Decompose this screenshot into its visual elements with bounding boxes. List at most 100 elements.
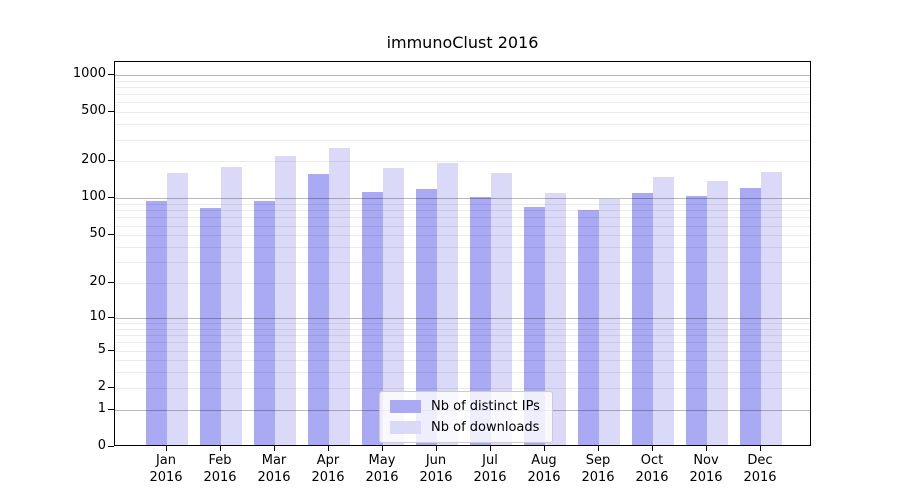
- y-tick-label: 20: [89, 274, 106, 289]
- minor-gridline: [115, 81, 810, 82]
- legend: Nb of distinct IPs Nb of downloads: [379, 391, 553, 443]
- minor-gridline: [115, 112, 810, 113]
- x-tick-label: Dec 2016: [720, 452, 800, 486]
- x-tick-label: Sep 2016: [558, 452, 638, 486]
- x-tick-mark: [220, 446, 221, 451]
- y-tick-label: 0: [97, 438, 106, 453]
- x-tick-year: 2016: [365, 470, 399, 485]
- x-tick-label: Mar 2016: [234, 452, 314, 486]
- y-tick-label: 5: [97, 342, 106, 357]
- x-tick-year: 2016: [149, 470, 183, 485]
- bar-distinct-ips-aug: [523, 207, 545, 445]
- y-tick-mark: [108, 160, 114, 161]
- minor-gridline: [115, 235, 810, 236]
- x-tick-label: Aug 2016: [504, 452, 584, 486]
- x-tick-label: Jun 2016: [396, 452, 476, 486]
- x-tick-label: May 2016: [342, 452, 422, 486]
- y-tick-mark: [108, 350, 114, 351]
- x-tick-month: Jun: [425, 453, 447, 468]
- minor-gridline: [115, 247, 810, 248]
- x-tick-label: Feb 2016: [180, 452, 260, 486]
- legend-label-downloads: Nb of downloads: [431, 420, 540, 435]
- y-tick-label: 2: [97, 379, 106, 394]
- x-tick-mark: [328, 446, 329, 451]
- legend-row-distinct-ips: Nb of distinct IPs: [390, 399, 540, 414]
- legend-swatch-downloads: [390, 421, 421, 434]
- chart-title: immunoClust 2016: [386, 33, 539, 52]
- bar-downloads-oct: [652, 177, 674, 445]
- y-tick-mark: [108, 409, 114, 410]
- x-tick-year: 2016: [743, 470, 777, 485]
- legend-label-distinct-ips: Nb of distinct IPs: [431, 399, 540, 414]
- bar-distinct-ips-apr: [307, 174, 329, 445]
- bar-distinct-ips-oct: [631, 193, 653, 445]
- bar-downloads-apr: [328, 148, 350, 445]
- y-tick-mark: [108, 197, 114, 198]
- minor-gridline: [115, 217, 810, 218]
- bar-downloads-aug: [544, 193, 566, 445]
- minor-gridline: [115, 161, 810, 162]
- y-tick-mark: [108, 446, 114, 447]
- x-tick-year: 2016: [581, 470, 615, 485]
- x-tick-year: 2016: [527, 470, 561, 485]
- x-tick-label: Jan 2016: [126, 452, 206, 486]
- x-tick-month: Nov: [693, 453, 719, 468]
- minor-gridline: [115, 262, 810, 263]
- bar-downloads-jan: [166, 173, 188, 445]
- y-tick-mark: [108, 387, 114, 388]
- x-tick-label: Jul 2016: [450, 452, 530, 486]
- x-tick-mark: [652, 446, 653, 451]
- minor-gridline: [115, 283, 810, 284]
- major-gridline: [115, 198, 810, 199]
- minor-gridline: [115, 372, 810, 373]
- x-tick-mark: [490, 446, 491, 451]
- bar-distinct-ips-jan: [145, 200, 167, 445]
- x-tick-month: Jan: [155, 453, 177, 468]
- x-tick-month: Oct: [640, 453, 664, 468]
- minor-gridline: [115, 388, 810, 389]
- x-tick-mark: [760, 446, 761, 451]
- minor-gridline: [115, 329, 810, 330]
- bar-downloads-jul: [490, 172, 512, 445]
- major-gridline: [115, 318, 810, 319]
- minor-gridline: [115, 87, 810, 88]
- legend-row-downloads: Nb of downloads: [390, 420, 540, 435]
- x-tick-label: Oct 2016: [612, 452, 692, 486]
- x-tick-month: May: [368, 453, 396, 468]
- bar-distinct-ips-nov: [685, 195, 707, 445]
- minor-gridline: [115, 323, 810, 324]
- x-tick-mark: [706, 446, 707, 451]
- x-tick-month: Sep: [585, 453, 611, 468]
- x-tick-month: Jul: [482, 453, 498, 468]
- minor-gridline: [115, 210, 810, 211]
- x-tick-year: 2016: [257, 470, 291, 485]
- x-tick-month: Dec: [747, 453, 773, 468]
- y-tick-label: 500: [81, 103, 106, 118]
- x-tick-year: 2016: [473, 470, 507, 485]
- x-tick-label: Apr 2016: [288, 452, 368, 486]
- x-tick-month: Aug: [531, 453, 557, 468]
- y-tick-mark: [108, 317, 114, 318]
- minor-gridline: [115, 342, 810, 343]
- bar-distinct-ips-jul: [469, 197, 491, 445]
- minor-gridline: [115, 226, 810, 227]
- x-tick-mark: [274, 446, 275, 451]
- x-tick-year: 2016: [689, 470, 723, 485]
- bar-distinct-ips-jun: [415, 189, 437, 445]
- x-tick-mark: [544, 446, 545, 451]
- minor-gridline: [115, 360, 810, 361]
- bar-distinct-ips-sep: [577, 210, 599, 445]
- bar-distinct-ips-feb: [199, 208, 221, 445]
- minor-gridline: [115, 124, 810, 125]
- minor-gridline: [115, 94, 810, 95]
- y-tick-mark: [108, 282, 114, 283]
- y-tick-label: 1000: [72, 66, 106, 81]
- y-tick-label: 100: [81, 189, 106, 204]
- y-tick-label: 200: [81, 152, 106, 167]
- bar-downloads-may: [382, 168, 404, 445]
- bar-downloads-nov: [706, 181, 728, 445]
- y-tick-mark: [108, 74, 114, 75]
- major-gridline: [115, 75, 810, 76]
- x-tick-mark: [436, 446, 437, 451]
